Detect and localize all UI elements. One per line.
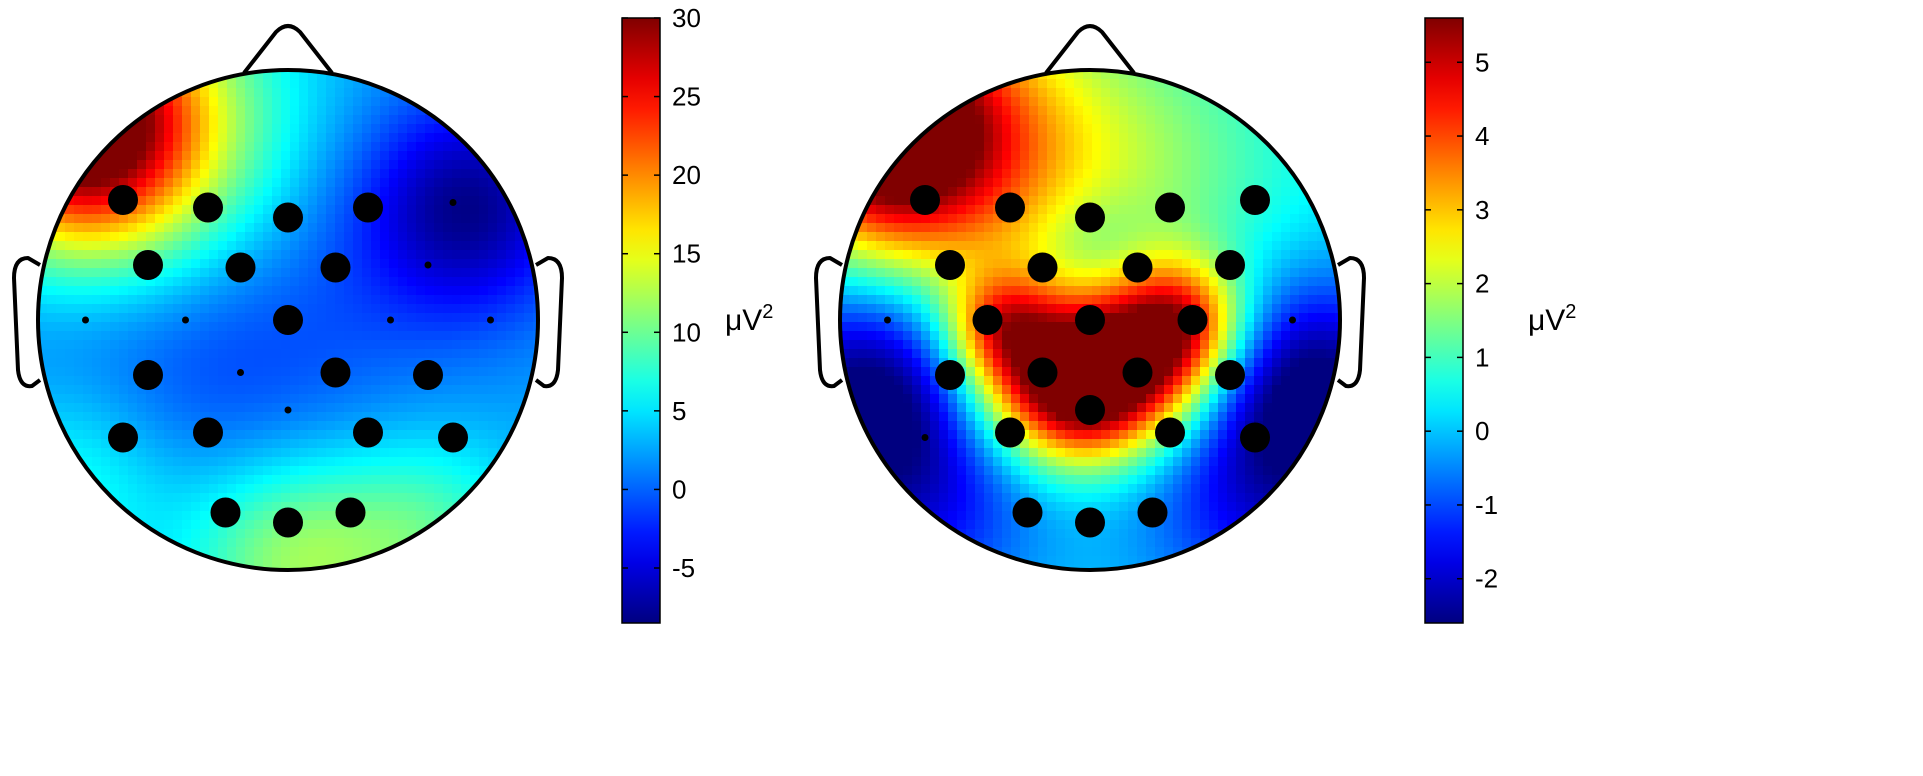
electrode-marker-small [921, 434, 929, 441]
left-ear-outline [814, 256, 844, 389]
electrode-marker [1122, 252, 1153, 283]
electrode-marker [1215, 360, 1245, 390]
electrode-marker-small [237, 369, 244, 376]
colorbar [1424, 17, 1464, 624]
electrode-marker [193, 192, 223, 223]
electrode-marker [1075, 395, 1105, 425]
colorbar-tick-label: -5 [672, 553, 695, 583]
electrode-marker [320, 252, 351, 283]
colorbar-tick-label: 0 [672, 474, 686, 504]
head-outline [838, 68, 1342, 572]
colorbar-tick-label: 25 [672, 82, 701, 112]
colorbar-tick-label: 2 [1475, 269, 1489, 299]
colorbar-tick-label: 4 [1475, 121, 1489, 151]
electrode-marker [273, 202, 303, 233]
right-ear-outline [534, 256, 564, 389]
topomap-panel-left: -5 0 5 10 15 20 25 30 μV2 [12, 3, 773, 624]
electrode-marker [1075, 507, 1105, 538]
electrode-marker [133, 360, 163, 390]
colorbar-unit-label: μV2 [725, 301, 773, 337]
electrode-marker [1155, 192, 1185, 223]
electrode-marker [413, 360, 443, 390]
topomap-panel-right: -2 -1 0 1 2 3 4 5 μV2 [814, 17, 1576, 624]
colorbar-tick-label: 20 [672, 160, 701, 190]
electrode-marker-small [387, 316, 394, 324]
colorbar-tick-label: 5 [672, 396, 686, 426]
electrode-marker [1027, 357, 1058, 388]
electrode-marker [1137, 497, 1168, 528]
electrode-marker [1155, 417, 1185, 448]
colorbar-tick-label: 3 [1475, 195, 1489, 225]
electrode-marker [438, 422, 468, 453]
electrode-marker-small [182, 316, 189, 324]
electrode-marker [133, 250, 163, 280]
colorbar-unit-label: μV2 [1528, 301, 1576, 337]
colorbar [621, 17, 661, 624]
colorbar-tick-label: -2 [1475, 564, 1498, 594]
electrode-marker [910, 185, 940, 215]
electrode-marker [335, 497, 366, 528]
left-ear-outline [12, 256, 42, 389]
electrode-marker-small [1289, 316, 1296, 324]
electrode-marker [1012, 497, 1043, 528]
electrode-marker-small [449, 199, 457, 206]
electrode-marker [108, 185, 138, 215]
electrode-marker [995, 192, 1025, 223]
electrode-marker-small [884, 316, 891, 324]
electrode-marker [1240, 422, 1270, 453]
electrode-marker-small [487, 316, 494, 324]
colorbar-tick-label: 0 [1475, 416, 1489, 446]
electrode-marker [353, 192, 383, 223]
electrode-marker [1027, 252, 1058, 283]
electrode-marker-small [284, 406, 292, 414]
electrode-marker [972, 305, 1003, 335]
colorbar-tick-label: 1 [1475, 342, 1489, 372]
electrode-marker [210, 497, 241, 528]
electrode-marker [193, 417, 223, 448]
colorbar-tick-label: 15 [672, 239, 701, 269]
electrode-marker [1122, 357, 1153, 388]
electrode-marker [320, 357, 351, 388]
head-outline [36, 68, 540, 572]
electrode-marker [1240, 185, 1270, 215]
colorbar-tick-label: 30 [672, 3, 701, 33]
colorbar-tick-label: 5 [1475, 47, 1489, 77]
right-ear-outline [1336, 256, 1366, 389]
electrode-marker [273, 305, 303, 335]
electrode-marker [1075, 305, 1105, 335]
electrode-marker [225, 252, 256, 283]
electrode-marker [995, 417, 1025, 448]
electrode-marker-small [424, 261, 432, 269]
electrode-marker [108, 422, 138, 453]
nose-outline [242, 24, 334, 75]
electrode-marker [935, 360, 965, 390]
electrode-marker [353, 417, 383, 448]
colorbar-tick-label: -1 [1475, 490, 1498, 520]
electrode-marker [1075, 202, 1105, 233]
electrode-marker [935, 250, 965, 280]
electrode-marker [1177, 305, 1208, 335]
electrode-marker-small [82, 316, 89, 324]
electrode-marker [273, 507, 303, 538]
colorbar-tick-label: 10 [672, 317, 701, 347]
electrode-marker [1215, 250, 1245, 280]
nose-outline [1044, 24, 1136, 75]
